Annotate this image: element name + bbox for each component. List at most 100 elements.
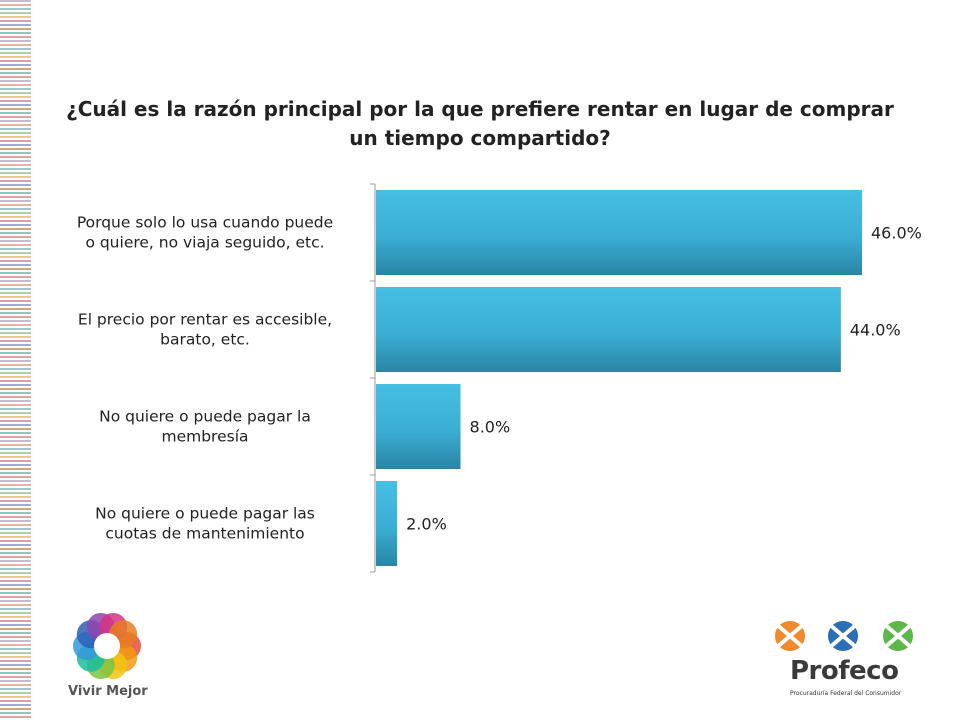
stripe <box>0 488 31 490</box>
stripe <box>0 132 31 134</box>
stripe <box>0 276 31 278</box>
blue-figure-icon <box>827 621 859 651</box>
stripe <box>0 176 31 178</box>
stripe <box>0 588 31 590</box>
stripe <box>0 200 31 202</box>
stripe <box>0 580 31 582</box>
stripe <box>0 708 31 710</box>
stripe <box>0 308 31 310</box>
stripe <box>0 36 31 38</box>
stripe <box>0 256 31 258</box>
stripe <box>0 532 31 534</box>
stripe <box>0 688 31 690</box>
stripe <box>0 124 31 126</box>
stripe <box>0 716 31 718</box>
stripe <box>0 452 31 454</box>
stripe <box>0 448 31 450</box>
stripe <box>0 336 31 338</box>
stripe <box>0 404 31 406</box>
stripe <box>0 552 31 554</box>
stripe <box>0 164 31 166</box>
stripe <box>0 140 31 142</box>
stripe <box>0 496 31 498</box>
stripe <box>0 296 31 298</box>
stripe <box>0 280 31 282</box>
data-label: 8.0% <box>470 418 511 437</box>
stripe <box>0 64 31 66</box>
profeco-subtitle: Procuraduría Federal del Consumidor <box>790 690 902 697</box>
stripe <box>0 392 31 394</box>
stripe <box>0 328 31 330</box>
stripe <box>0 604 31 606</box>
stripe <box>0 264 31 266</box>
profeco-figures-logo <box>774 621 914 651</box>
stripe <box>0 472 31 474</box>
stripe <box>0 20 31 22</box>
stripe <box>0 324 31 326</box>
stripe <box>0 76 31 78</box>
stripe <box>0 556 31 558</box>
stripe <box>0 684 31 686</box>
stripe <box>0 544 31 546</box>
stripe <box>0 208 31 210</box>
stripe <box>0 680 31 682</box>
stripe <box>0 536 31 538</box>
stripe <box>0 212 31 214</box>
stripe <box>0 192 31 194</box>
stripe <box>0 108 31 110</box>
stripe <box>0 696 31 698</box>
stripe <box>0 468 31 470</box>
stripe <box>0 340 31 342</box>
stripe <box>0 252 31 254</box>
stripe <box>0 260 31 262</box>
stripe <box>0 616 31 618</box>
stripe <box>0 184 31 186</box>
stripe <box>0 160 31 162</box>
stripe <box>0 292 31 294</box>
orange-figure-icon <box>774 621 806 651</box>
stripe <box>0 84 31 86</box>
stripe <box>0 116 31 118</box>
profeco-name: Profeco <box>790 656 899 686</box>
data-label: 2.0% <box>406 515 447 534</box>
stripe <box>0 412 31 414</box>
stripe <box>0 560 31 562</box>
stripe <box>0 628 31 630</box>
stripe <box>0 508 31 510</box>
stripe <box>0 480 31 482</box>
stripe <box>0 600 31 602</box>
stripe <box>0 196 31 198</box>
stripe <box>0 4 31 6</box>
stripe <box>0 0 31 2</box>
stripe <box>0 524 31 526</box>
stripe <box>0 112 31 114</box>
stripe <box>0 612 31 614</box>
stripe <box>0 388 31 390</box>
stripe <box>0 204 31 206</box>
stripe <box>0 568 31 570</box>
stripe <box>0 12 31 14</box>
green-figure-icon <box>882 621 914 651</box>
stripe <box>0 244 31 246</box>
stripe <box>0 232 31 234</box>
stripe <box>0 80 31 82</box>
stripe <box>0 456 31 458</box>
stripe <box>0 620 31 622</box>
flower-center <box>94 633 120 659</box>
stripe <box>0 316 31 318</box>
stripe <box>0 380 31 382</box>
stripe <box>0 636 31 638</box>
stripe <box>0 172 31 174</box>
stripe <box>0 348 31 350</box>
stripe <box>0 432 31 434</box>
stripe <box>0 660 31 662</box>
stripe <box>0 596 31 598</box>
stripe <box>0 216 31 218</box>
stripe <box>0 156 31 158</box>
stripe <box>0 492 31 494</box>
stripe <box>0 88 31 90</box>
stripe <box>0 56 31 58</box>
stripe <box>0 372 31 374</box>
stripe <box>0 400 31 402</box>
stripe <box>0 92 31 94</box>
